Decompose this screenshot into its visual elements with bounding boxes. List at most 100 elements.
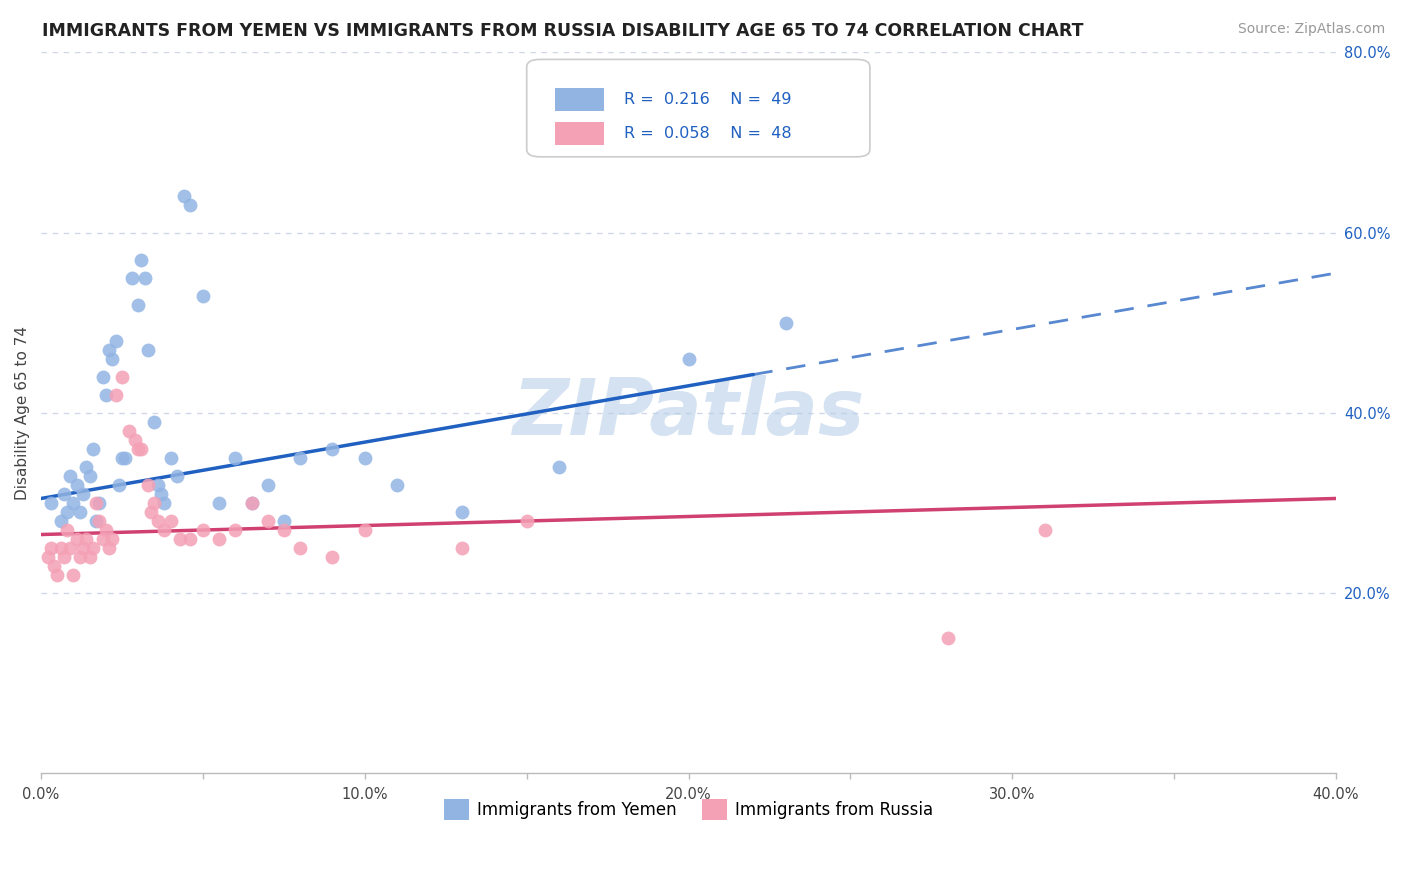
Point: [548, 459, 571, 474]
Point: [75, 532, 97, 546]
Point: [39, 496, 62, 510]
Point: [153, 523, 176, 537]
Point: [208, 532, 231, 546]
Point: [936, 631, 959, 645]
Point: [256, 478, 278, 492]
Point: [141, 505, 163, 519]
Point: [208, 496, 231, 510]
Text: Source: ZipAtlas.com: Source: ZipAtlas.com: [1237, 22, 1385, 37]
Point: [173, 189, 195, 203]
Point: [84, 514, 107, 528]
Point: [153, 496, 176, 510]
Bar: [555, 122, 605, 145]
Point: [451, 541, 474, 555]
Point: [104, 388, 127, 402]
Point: [678, 351, 700, 366]
Point: [56, 523, 79, 537]
Point: [82, 442, 104, 456]
Point: [179, 198, 201, 212]
Point: [451, 505, 474, 519]
Point: [288, 541, 311, 555]
Point: [273, 514, 295, 528]
Point: [131, 252, 153, 267]
Point: [143, 496, 166, 510]
Point: [516, 514, 538, 528]
Point: [49, 541, 72, 555]
Point: [66, 532, 89, 546]
Point: [104, 334, 127, 348]
Point: [94, 523, 117, 537]
Point: [37, 550, 59, 565]
Point: [107, 478, 129, 492]
Point: [114, 450, 136, 465]
Point: [69, 505, 91, 519]
Point: [39, 541, 62, 555]
Point: [240, 496, 263, 510]
Point: [121, 270, 143, 285]
Point: [191, 523, 214, 537]
Point: [240, 496, 263, 510]
Point: [59, 469, 82, 483]
Point: [127, 442, 149, 456]
Point: [52, 487, 75, 501]
Point: [321, 442, 343, 456]
Point: [321, 550, 343, 565]
Point: [131, 442, 153, 456]
Text: IMMIGRANTS FROM YEMEN VS IMMIGRANTS FROM RUSSIA DISABILITY AGE 65 TO 74 CORRELAT: IMMIGRANTS FROM YEMEN VS IMMIGRANTS FROM…: [42, 22, 1084, 40]
Point: [166, 469, 188, 483]
Point: [134, 270, 156, 285]
Point: [49, 514, 72, 528]
Point: [89, 496, 111, 510]
Point: [59, 541, 82, 555]
Point: [169, 532, 191, 546]
Point: [46, 568, 69, 582]
Point: [136, 478, 159, 492]
Point: [111, 450, 134, 465]
Point: [42, 559, 65, 574]
Point: [224, 450, 246, 465]
Point: [75, 459, 97, 474]
FancyBboxPatch shape: [527, 60, 870, 157]
Point: [66, 478, 89, 492]
Point: [224, 523, 246, 537]
Legend: Immigrants from Yemen, Immigrants from Russia: Immigrants from Yemen, Immigrants from R…: [437, 793, 941, 826]
Point: [94, 388, 117, 402]
Point: [89, 514, 111, 528]
Point: [127, 298, 149, 312]
Point: [149, 487, 172, 501]
Point: [72, 541, 94, 555]
Point: [143, 415, 166, 429]
Point: [101, 351, 124, 366]
Point: [775, 316, 797, 330]
Point: [136, 343, 159, 357]
Text: ZIPatlas: ZIPatlas: [512, 375, 865, 450]
Point: [79, 469, 101, 483]
Point: [91, 532, 114, 546]
Point: [146, 478, 169, 492]
Y-axis label: Disability Age 65 to 74: Disability Age 65 to 74: [15, 326, 30, 500]
Point: [101, 532, 124, 546]
Point: [62, 496, 84, 510]
Point: [1033, 523, 1056, 537]
Point: [159, 514, 181, 528]
Point: [98, 541, 121, 555]
Point: [72, 487, 94, 501]
Bar: [555, 87, 605, 111]
Text: R =  0.058    N =  48: R = 0.058 N = 48: [624, 127, 792, 142]
Point: [179, 532, 201, 546]
Point: [82, 541, 104, 555]
Point: [353, 450, 375, 465]
Point: [52, 550, 75, 565]
Point: [98, 343, 121, 357]
Point: [117, 424, 139, 438]
Text: R =  0.216    N =  49: R = 0.216 N = 49: [624, 92, 792, 107]
Point: [91, 369, 114, 384]
Point: [146, 514, 169, 528]
Point: [191, 288, 214, 302]
Point: [62, 568, 84, 582]
Point: [256, 514, 278, 528]
Point: [387, 478, 409, 492]
Point: [288, 450, 311, 465]
Point: [353, 523, 375, 537]
Point: [159, 450, 181, 465]
